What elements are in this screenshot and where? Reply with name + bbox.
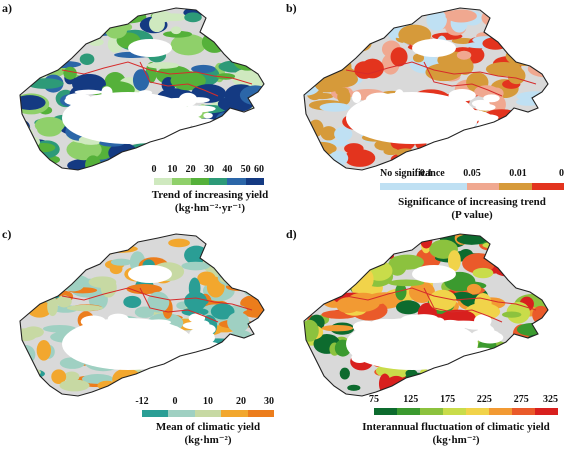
legend-swatch [420, 408, 443, 415]
legend-tick-label: 20 [236, 396, 246, 407]
legend-swatch [380, 183, 468, 190]
legend-tick-label: 125 [403, 394, 419, 405]
legend-title-line2: (kg·hm⁻²·yr⁻¹) [174, 202, 246, 214]
legend-swatch [227, 178, 246, 185]
legend-tick-label: 30 [264, 396, 274, 407]
legend-tick-label: 30 [204, 164, 214, 175]
legend-title: Interannual fluctuation of climatic yiel… [346, 421, 566, 447]
subregion-boundary [61, 287, 253, 323]
legend-swatch [443, 408, 466, 415]
legend-ticks: 0 10 20 30 40 50 60 [151, 164, 265, 176]
legend-title-line2: (kg·hm⁻²) [432, 434, 480, 446]
legend-swatch [467, 183, 500, 190]
legend-swatch [221, 410, 248, 417]
legend-title: Significance of increasing trend (P valu… [380, 196, 564, 222]
legend-tick-label: 10 [167, 164, 178, 175]
xinjiang-outline [303, 7, 549, 171]
map-c [19, 233, 265, 397]
panel-d: d) 75 125 175 225 275 325 Interannual fluctua… [284, 226, 568, 451]
legend-swatch [247, 410, 275, 417]
panel-c: c) -12 0 10 20 30 Mean of climatic yield (kg… [0, 226, 284, 451]
legend-swatch [489, 408, 512, 415]
legend-swatch [208, 178, 228, 185]
legend-tick-label: 325 [543, 394, 558, 405]
legend-swatch [245, 178, 264, 185]
legend-tick-label: 20 [185, 164, 196, 175]
legend-tick-label: 275 [513, 394, 529, 405]
legend-title-line1: Significance of increasing trend [398, 196, 546, 208]
legend-tick-label: 0 [151, 164, 157, 175]
legend-swatch [142, 410, 169, 417]
subregion-boundary [61, 61, 253, 97]
legend-tick-label: 225 [476, 394, 492, 405]
legend-swatch [190, 178, 209, 185]
legend-title-line1: Mean of climatic yield [155, 421, 261, 433]
map-a [19, 7, 265, 171]
panel-b: b) No significance 0.1 0.05 0.01 0 Significa… [284, 0, 568, 225]
legend-tick-label: -12 [135, 396, 149, 407]
legend-colorbar [380, 183, 564, 190]
panel-label: c) [2, 227, 12, 241]
legend-title-line2: (P value) [451, 209, 493, 221]
panel-a: a) 0 10 20 30 40 50 60 Trend of increasing yie… [0, 0, 284, 225]
legend-swatch [194, 410, 222, 417]
legend-tick-label: 175 [440, 394, 456, 405]
legend-swatch [466, 408, 489, 415]
legend-swatch [531, 183, 564, 190]
xinjiang-outline [19, 7, 265, 171]
legend-colorbar [142, 410, 275, 417]
map-d [303, 233, 549, 397]
legend-tick-label: 10 [203, 396, 213, 407]
legend-tick-label: 60 [254, 164, 264, 175]
xinjiang-outline [303, 233, 549, 397]
legend-swatch [499, 183, 532, 190]
legend-swatch [374, 408, 397, 415]
legend-tick-label: 0.1 [419, 168, 433, 179]
legend-swatch [535, 408, 558, 415]
legend-title: Trend of increasing yield (kg·hm⁻²·yr⁻¹) [110, 189, 310, 215]
legend-swatch [172, 178, 191, 185]
map-fill-regions [304, 8, 548, 170]
legend-swatch [397, 408, 420, 415]
panel-label: a) [2, 1, 12, 15]
legend-swatch [168, 410, 195, 417]
legend-ticks: -12 0 10 20 30 [135, 396, 274, 408]
legend-title-line2: (kg·hm⁻²) [184, 434, 232, 446]
legend-title-line1: Trend of increasing yield [151, 189, 269, 201]
map-b [303, 7, 549, 171]
legend-ticks: No significance 0.1 0.05 0.01 0 [380, 168, 564, 180]
legend-colorbar [374, 408, 558, 415]
legend-tick-label: 0 [172, 396, 178, 407]
legend-tick-label: 0.01 [509, 168, 527, 179]
legend-tick-label: 50 [240, 164, 251, 175]
xinjiang-outline [19, 233, 265, 397]
legend-tick-label: 0 [559, 168, 564, 179]
panel-label: d) [286, 227, 297, 241]
legend-tick-label: 40 [222, 164, 233, 175]
legend-tick-label: 0.05 [463, 168, 481, 179]
legend-tick-label: 75 [369, 394, 379, 405]
legend-swatch [512, 408, 535, 415]
legend-title: Mean of climatic yield (kg·hm⁻²) [108, 421, 308, 447]
legend-tick-label: No significance [380, 168, 445, 179]
legend-ticks: 75 125 175 225 275 325 [369, 394, 558, 406]
legend-swatch [154, 178, 173, 185]
legend-colorbar [154, 178, 264, 185]
subregion-boundary [345, 287, 537, 323]
panel-label: b) [286, 1, 297, 15]
legend-title-line1: Interannual fluctuation of climatic yiel… [362, 421, 550, 433]
subregion-boundary [345, 61, 537, 97]
